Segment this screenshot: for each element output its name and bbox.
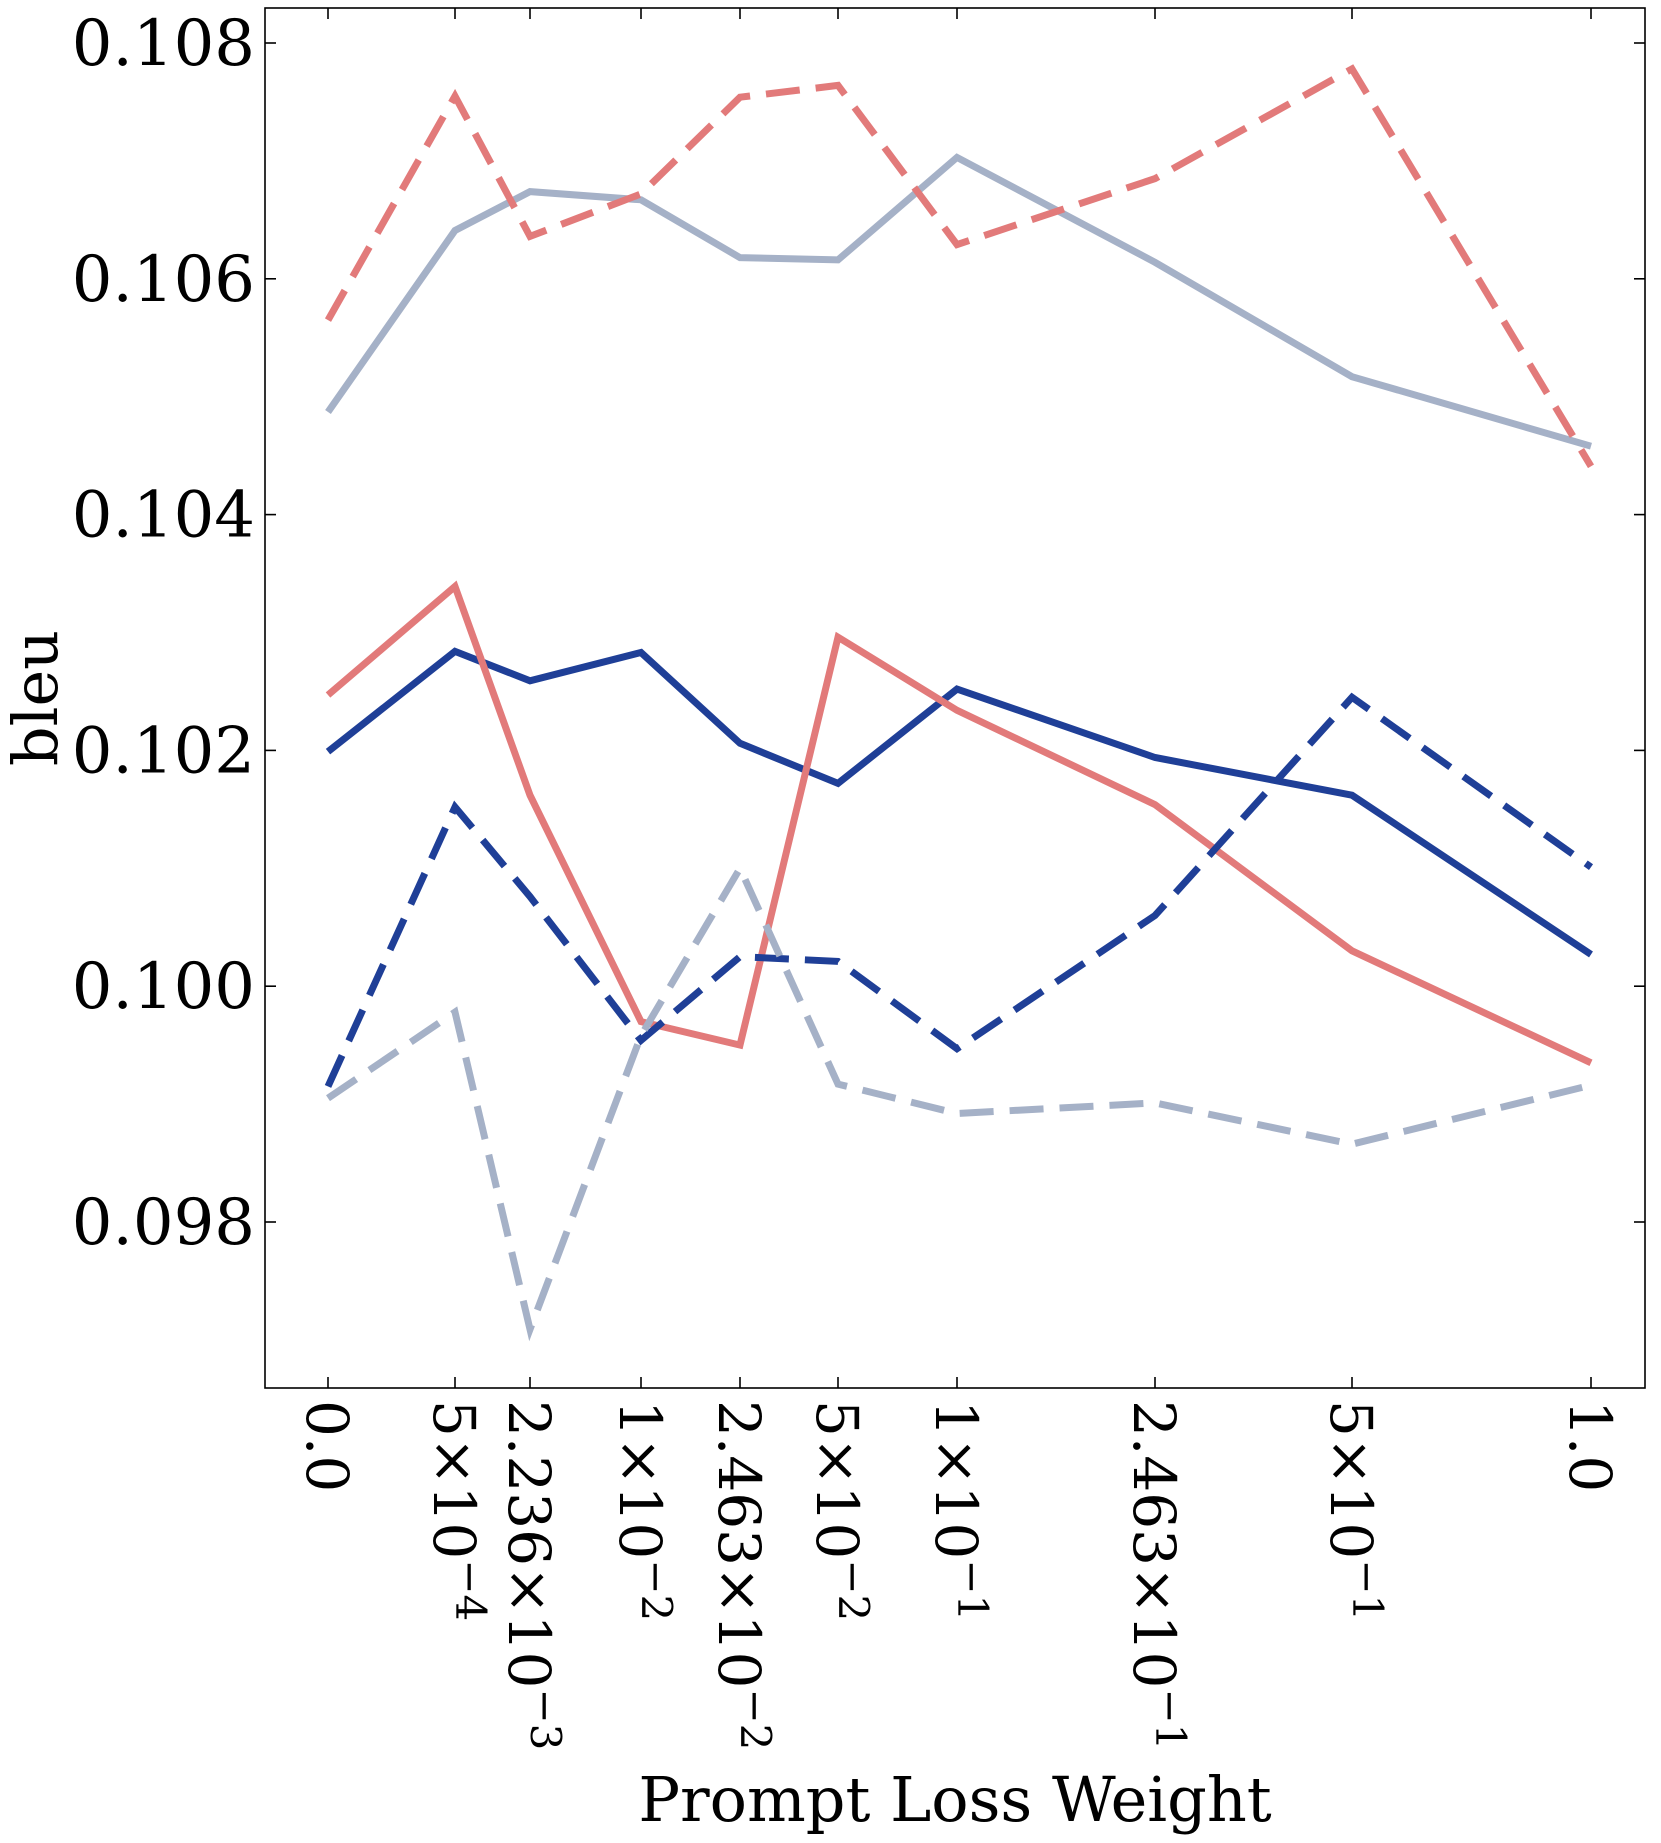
x-tick-exponent: −2 [731,1688,780,1750]
x-tick-mantissa: 0.0 [293,1400,361,1492]
series-line-red-solid [325,580,1593,1066]
x-axis: 0.0 5×10−4 2.236×10−31×10−2 2.463×10−25×10−… [293,8,1624,1750]
x-tick-mantissa: 5×10 [1317,1400,1385,1559]
x-tick-exponent: −1 [1343,1559,1392,1621]
plot-frame [264,7,1646,1389]
y-axis: 0.098 0.100 0.102 0.104 0.106 0.108 [72,7,1645,1260]
x-tick-label: 5×10−4 [420,1400,495,1621]
series-line-light-blue-dashed [326,860,1592,1342]
y-tick-label: 0.098 [72,1186,255,1260]
y-tick-label: 0.108 [72,7,255,81]
y-tick-label: 0.100 [72,950,255,1024]
x-tick-exponent: −1 [1146,1688,1195,1750]
x-tick-exponent: −3 [521,1688,570,1750]
x-tick-exponent: −2 [829,1559,878,1621]
x-tick-exponent: −2 [632,1559,681,1621]
x-tick-label: 1.0 [1556,1400,1624,1492]
x-tick-label: 2.236×10−3 [495,1400,570,1750]
x-tick-mantissa: 1.0 [1556,1400,1624,1492]
x-tick-label: 0.0 [293,1400,361,1492]
x-tick-mantissa: 2.463×10 [1120,1400,1188,1688]
series-layer [324,64,1594,1342]
series-line-light-blue-solid [325,153,1592,450]
x-tick-exponent: −4 [446,1559,495,1621]
y-tick-label: 0.106 [72,243,255,317]
x-tick-mantissa: 1×10 [922,1400,990,1559]
series-line-dark-blue-dashed [324,692,1594,1088]
x-axis-label: Prompt Loss Weight [638,1763,1271,1836]
x-tick-label: 1×10−2 [606,1400,681,1621]
x-tick-mantissa: 2.236×10 [495,1400,563,1688]
x-tick-mantissa: 1×10 [606,1400,674,1559]
y-tick-label: 0.102 [72,714,255,788]
x-tick-label: 5×10−2 [803,1400,878,1621]
series-line-red-dashed [324,64,1594,469]
y-axis-label: bleu [0,630,72,766]
x-tick-exponent: −1 [948,1559,997,1621]
x-tick-label: 2.463×10−1 [1120,1400,1195,1750]
x-tick-label: 1×10−1 [922,1400,997,1621]
x-tick-mantissa: 5×10 [803,1400,871,1559]
x-tick-mantissa: 5×10 [420,1400,488,1559]
series-line-dark-blue-solid [325,647,1593,958]
x-tick-mantissa: 2.463×10 [705,1400,773,1688]
y-tick-label: 0.104 [72,479,255,553]
x-tick-label: 2.463×10−2 [705,1400,780,1750]
x-tick-label: 5×10−1 [1317,1400,1392,1621]
